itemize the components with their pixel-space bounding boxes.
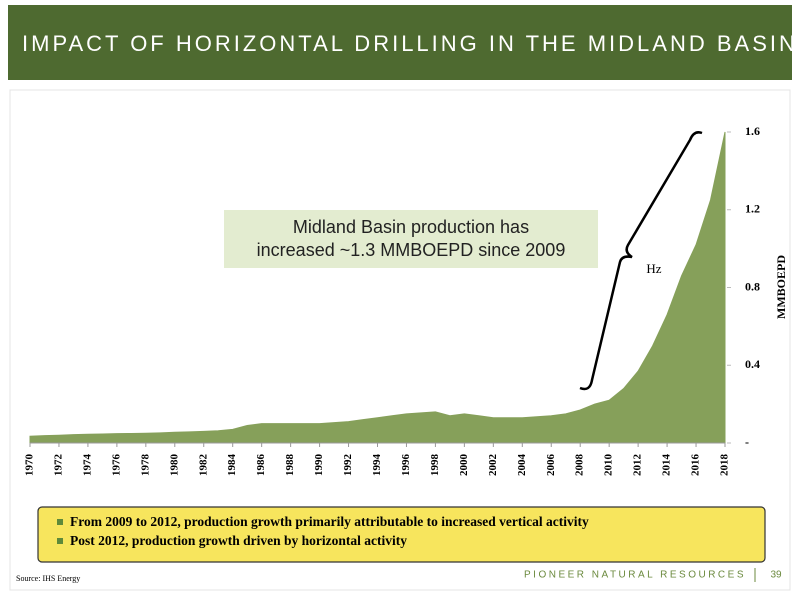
bracket <box>579 131 703 391</box>
x-tick-label: 2010 <box>603 454 615 477</box>
y-axis-label: MMBOEPD <box>774 255 788 319</box>
header-bar <box>8 5 792 80</box>
x-tick-label: 2008 <box>574 454 586 477</box>
y-tick-label: - <box>745 435 749 449</box>
company-name: PIONEER NATURAL RESOURCES <box>524 570 746 581</box>
slide-title: IMPACT OF HORIZONTAL DRILLING IN THE MID… <box>22 31 798 56</box>
x-tick-label: 2000 <box>458 454 470 477</box>
x-tick-label: 1970 <box>24 454 36 477</box>
x-tick-label: 2014 <box>661 454 673 477</box>
x-tick-label: 2016 <box>690 454 702 477</box>
y-tick-label: 0.4 <box>745 357 760 371</box>
page-number: 39 <box>770 570 782 581</box>
x-tick-label: 1992 <box>342 454 354 477</box>
x-tick-label: 1994 <box>371 454 383 477</box>
x-tick-label: 1980 <box>168 454 180 477</box>
notes-box <box>37 506 766 563</box>
x-tick-label: 1972 <box>52 454 64 477</box>
x-tick-label: 1996 <box>400 454 412 477</box>
y-tick-label: 1.6 <box>745 124 760 138</box>
y-tick-label: 0.8 <box>745 279 760 293</box>
x-tick-label: 2004 <box>516 454 528 477</box>
x-tick-label: 1986 <box>255 454 267 477</box>
source: Source: IHS Energy <box>16 574 80 583</box>
y-tick-label: 1.2 <box>745 202 760 216</box>
x-tick-label: 1998 <box>429 454 441 477</box>
bullet <box>57 538 63 544</box>
x-tick-label: 2006 <box>545 454 557 477</box>
note: From 2009 to 2012, production growth pri… <box>70 514 589 529</box>
x-tick-label: 1982 <box>197 454 209 477</box>
area <box>29 131 726 444</box>
x-tick-label: 1988 <box>284 454 296 477</box>
x-tick-label: 1976 <box>110 454 122 477</box>
bullet <box>57 519 63 525</box>
x-tick-label: 1974 <box>81 454 93 477</box>
x-tick-label: 1990 <box>313 454 325 477</box>
note: Post 2012, production growth driven by h… <box>70 533 407 548</box>
annotation-box <box>224 210 598 268</box>
x-tick-label: 1984 <box>226 454 238 477</box>
x-tick-label: 2012 <box>632 454 644 477</box>
x-tick-label: 2002 <box>487 454 499 477</box>
bracket-label: Hz <box>646 261 661 276</box>
plot: - 0.4 0.8 1.2 1.6 1970 1972 1974 1976 1978 1980 198… <box>24 124 760 476</box>
annotation-line: Midland Basin production has <box>293 217 529 237</box>
annotation-line: increased ~1.3 MMBOEPD since 2009 <box>257 240 566 260</box>
x-tick-label: 1978 <box>139 454 151 477</box>
content-frame <box>9 89 791 591</box>
x-tick-label: 2018 <box>719 454 731 477</box>
